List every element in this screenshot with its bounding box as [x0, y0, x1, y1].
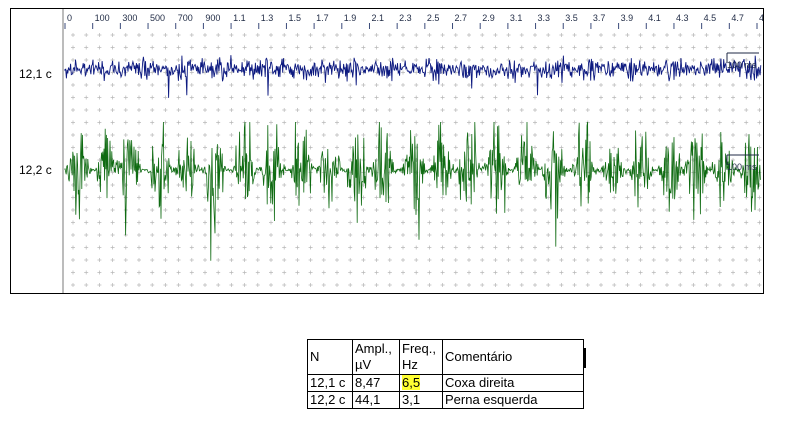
x-tick-label: 300	[122, 13, 137, 23]
x-tick-label: 500	[150, 13, 165, 23]
x-tick-label: 3.1	[510, 13, 523, 23]
x-tick-label: 2.5	[427, 13, 440, 23]
cell-comment: Coxa direita	[442, 374, 584, 392]
channel-2-scale-label: 100 ms	[727, 162, 757, 172]
channel-1-scale-label: 100 ms	[727, 60, 757, 70]
x-tick-label: 2.3	[399, 13, 412, 23]
x-tick-label: 3.9	[621, 13, 634, 23]
header-amplitude: Ampl., µV	[352, 339, 400, 375]
highlighted-frequency: 6,5	[402, 375, 421, 390]
x-tick-label: 1.9	[344, 13, 357, 23]
x-tick-label: 3.7	[593, 13, 606, 23]
text-cursor	[584, 348, 586, 368]
cell-n: 12,2 c	[307, 391, 353, 409]
x-tick-label: 3.3	[538, 13, 551, 23]
x-tick-label: 1.7	[316, 13, 329, 23]
cell-n: 12,1 c	[307, 374, 353, 392]
header-n: N	[307, 339, 353, 375]
table-row: 12,2 c 44,1 3,1 Perna esquerda	[307, 391, 584, 409]
x-tick-label: 700	[178, 13, 193, 23]
cell-frequency: 3,1	[399, 391, 443, 409]
x-tick-label: 2.9	[482, 13, 495, 23]
x-tick-label: 1.3	[261, 13, 274, 23]
channel-2-trace	[64, 121, 761, 261]
table-header-row: N Ampl., µV Freq., Hz Comentário	[307, 339, 584, 375]
x-tick-label: 0	[67, 13, 72, 23]
cell-comment: Perna esquerda	[442, 391, 584, 409]
x-tick-label: 4.7	[731, 13, 744, 23]
channel-1-trace	[64, 55, 762, 98]
x-tick-label: 1.5	[288, 13, 301, 23]
header-comment: Comentário	[442, 339, 584, 375]
results-table: N Ampl., µV Freq., Hz Comentário 12,1 c …	[307, 339, 584, 409]
x-tick-label: 100	[95, 13, 110, 23]
x-tick-label: 2.1	[371, 13, 384, 23]
cell-amplitude: 44,1	[352, 391, 400, 409]
header-frequency: Freq., Hz	[399, 339, 443, 375]
header-amplitude-text: Ampl., µV	[355, 341, 392, 372]
table-row: 12,1 c 8,47 6,5 Coxa direita	[307, 374, 584, 392]
x-tick-label: 1.1	[233, 13, 246, 23]
x-tick-label: 4.3	[676, 13, 689, 23]
emg-chart: 0 100 300 500 700 900 1.1 1.3 1.5 1.7 1.9 2.1 2.3 2.5…	[10, 8, 764, 294]
cell-amplitude: 8,47	[352, 374, 400, 392]
header-frequency-text: Freq., Hz	[402, 341, 436, 372]
x-tick-label: 4	[759, 13, 763, 23]
x-tick-label: 4.1	[648, 13, 661, 23]
channel-label-2: 12,2 c	[19, 163, 52, 177]
x-tick-label: 2.7	[455, 13, 468, 23]
x-tick-label: 3.5	[565, 13, 578, 23]
emg-plot: 0 100 300 500 700 900 1.1 1.3 1.5 1.7 1.9 2.1 2.3 2.5…	[62, 9, 763, 293]
cell-frequency: 6,5	[399, 374, 443, 392]
channel-label-1: 12,1 c	[19, 67, 52, 81]
x-tick-label: 900	[205, 13, 220, 23]
grid-marks	[71, 33, 762, 287]
x-tick-label: 4.5	[704, 13, 717, 23]
